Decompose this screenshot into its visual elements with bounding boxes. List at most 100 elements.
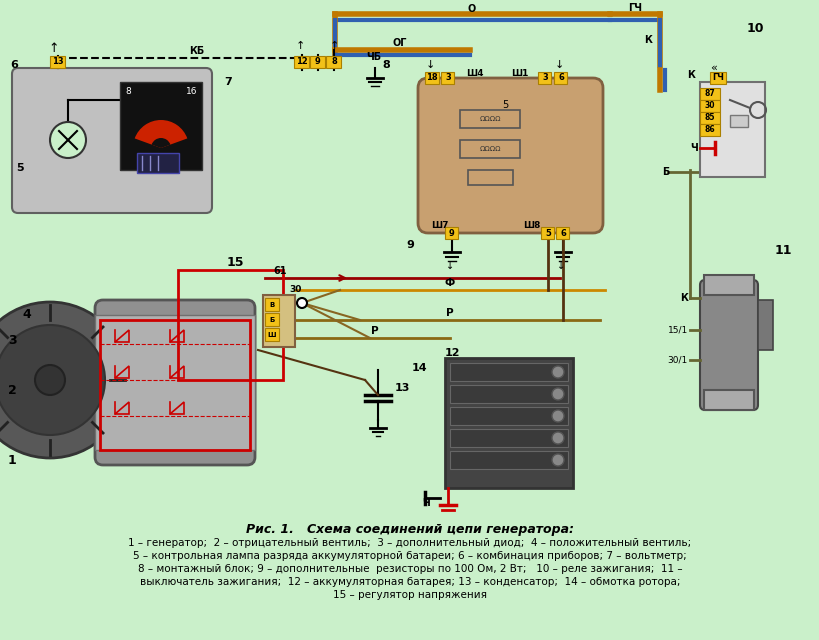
Bar — [704, 390, 753, 410]
Text: Ш4: Ш4 — [466, 68, 483, 77]
Text: 15 – регулятор напряжения: 15 – регулятор напряжения — [333, 590, 486, 600]
Bar — [445, 227, 458, 239]
Text: Рис. 1.   Схема соединений цепи генератора:: Рис. 1. Схема соединений цепи генератора… — [246, 523, 573, 536]
Text: Ш8: Ш8 — [523, 221, 540, 230]
Text: ГЧ: ГЧ — [711, 74, 723, 83]
Circle shape — [296, 298, 306, 308]
Circle shape — [0, 325, 105, 435]
Text: 10: 10 — [745, 22, 762, 35]
Bar — [699, 88, 719, 100]
Text: Р: Р — [371, 326, 378, 336]
Text: 15/1: 15/1 — [667, 326, 687, 335]
Bar — [699, 82, 764, 177]
Text: 11: 11 — [773, 243, 791, 257]
Wedge shape — [152, 138, 170, 148]
Bar — [554, 72, 567, 84]
Text: К: К — [679, 293, 687, 303]
Text: 8: 8 — [125, 88, 131, 97]
Text: 4: 4 — [22, 308, 31, 321]
Text: 16: 16 — [186, 88, 197, 97]
Bar — [459, 140, 519, 158]
Text: 8: 8 — [382, 60, 389, 70]
Text: 1 – генератор;  2 – отрицательный вентиль;  3 – дополнительный диод;  4 – положи: 1 – генератор; 2 – отрицательный вентиль… — [129, 538, 690, 548]
Bar — [178, 270, 283, 380]
Text: 2: 2 — [8, 383, 16, 397]
Text: 61: 61 — [273, 266, 287, 276]
Text: Ч: Ч — [422, 498, 429, 508]
Text: 3: 3 — [8, 333, 16, 346]
Bar — [699, 124, 719, 136]
Text: Ф: Ф — [445, 278, 455, 288]
Bar — [699, 112, 719, 124]
Text: ↑: ↑ — [295, 41, 305, 51]
Text: 13: 13 — [52, 58, 64, 67]
Text: 15: 15 — [226, 257, 243, 269]
Circle shape — [551, 454, 563, 466]
Text: Ш7: Ш7 — [431, 221, 448, 230]
Text: 8 – монтажный блок; 9 – дополнительные  резисторы по 100 Ом, 2 Вт;   10 – реле з: 8 – монтажный блок; 9 – дополнительные р… — [138, 564, 681, 574]
Bar — [450, 407, 568, 425]
Text: 6: 6 — [559, 228, 565, 237]
Text: К: К — [643, 35, 651, 45]
Bar — [100, 320, 250, 450]
Text: 8: 8 — [331, 58, 337, 67]
Text: ↓: ↓ — [556, 261, 564, 271]
Bar — [450, 451, 568, 469]
Bar — [450, 429, 568, 447]
Text: ОГ: ОГ — [392, 38, 407, 48]
Text: Б: Б — [269, 317, 274, 323]
FancyBboxPatch shape — [418, 78, 602, 233]
Circle shape — [551, 410, 563, 422]
Text: ΩΩΩΩ: ΩΩΩΩ — [478, 146, 500, 152]
Bar — [757, 300, 772, 350]
Bar — [137, 153, 179, 173]
Bar — [441, 72, 454, 84]
Text: ЧБ: ЧБ — [365, 52, 381, 62]
Circle shape — [0, 302, 128, 458]
Text: 5: 5 — [501, 100, 508, 110]
Bar — [468, 170, 513, 185]
Bar — [699, 100, 719, 112]
Text: 13: 13 — [394, 383, 410, 393]
Bar — [538, 72, 551, 84]
Text: 9: 9 — [449, 228, 455, 237]
Text: 3: 3 — [445, 74, 450, 83]
Bar — [294, 56, 309, 68]
Bar — [310, 56, 325, 68]
Circle shape — [35, 365, 65, 395]
Wedge shape — [134, 120, 187, 148]
Text: ↓: ↓ — [554, 60, 563, 70]
Bar — [541, 227, 554, 239]
FancyBboxPatch shape — [95, 300, 255, 465]
Text: 3: 3 — [541, 74, 547, 83]
Bar — [704, 275, 753, 295]
Bar — [450, 385, 568, 403]
FancyBboxPatch shape — [699, 280, 757, 410]
Text: 1: 1 — [8, 454, 16, 467]
Text: 30: 30 — [289, 285, 302, 294]
Bar — [120, 82, 201, 170]
Bar — [95, 315, 255, 450]
Circle shape — [551, 432, 563, 444]
Text: 14: 14 — [412, 363, 428, 373]
Bar — [450, 363, 568, 381]
Text: Ч: Ч — [690, 143, 697, 153]
Bar — [424, 72, 438, 84]
Text: «: « — [710, 63, 717, 73]
Text: К: К — [686, 70, 695, 80]
Text: 5 – контрольная лампа разряда аккумуляторной батареи; 6 – комбинация приборов; 7: 5 – контрольная лампа разряда аккумулято… — [133, 551, 686, 561]
Bar — [265, 298, 278, 311]
Text: 6: 6 — [558, 74, 563, 83]
Bar — [459, 110, 519, 128]
Text: Ш: Ш — [268, 332, 276, 338]
Text: 85: 85 — [704, 113, 714, 122]
Bar — [51, 56, 66, 68]
Text: Ш1: Ш1 — [511, 68, 528, 77]
Bar — [729, 115, 747, 127]
Text: ↑: ↑ — [329, 41, 338, 51]
Text: 12: 12 — [296, 58, 307, 67]
Text: 9: 9 — [314, 58, 320, 67]
Text: 86: 86 — [704, 125, 714, 134]
Circle shape — [551, 366, 563, 378]
Text: ΩΩΩΩ: ΩΩΩΩ — [478, 116, 500, 122]
